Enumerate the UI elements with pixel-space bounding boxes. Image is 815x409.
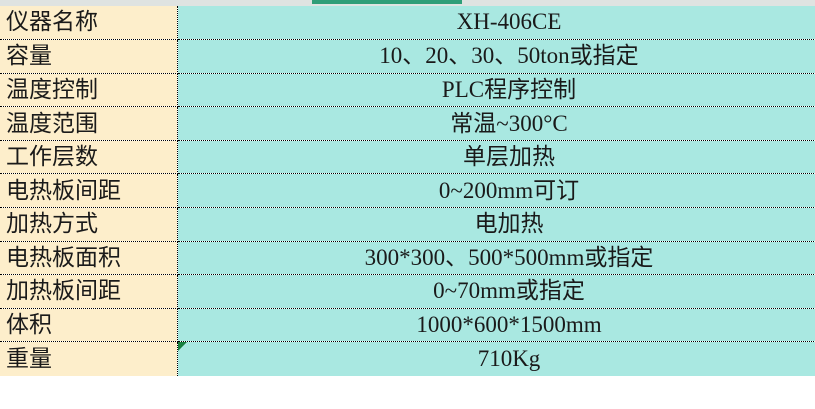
table-row: 工作层数 单层加热 <box>0 140 815 175</box>
spec-value-text: 1000*600*1500mm <box>416 312 602 338</box>
spec-value-text: 0~200mm可订 <box>438 177 580 203</box>
spec-label-cell: 温度控制 <box>0 73 178 108</box>
spec-value-cell: 单层加热 <box>177 140 815 175</box>
spec-value-cell: 0~200mm可订 <box>177 173 815 209</box>
spec-label-cell: 工作层数 <box>0 140 178 175</box>
spec-value-text: 300*300、500*500mm或指定 <box>364 244 654 270</box>
spec-value-cell: 710Kg <box>177 341 815 376</box>
spec-value-text: 10、20、30、50ton或指定 <box>379 43 639 69</box>
spec-value-cell: XH-406CE <box>177 6 815 41</box>
table-row: 容量 10、20、30、50ton或指定 <box>0 39 815 74</box>
table-row: 电热板间距 0~200mm可订 <box>0 173 815 209</box>
spec-label-cell: 仪器名称 <box>0 6 178 41</box>
specification-table-body: 仪器名称 XH-406CE 容量 10、20、30、50ton或指定温度控制 PLC程序… <box>0 6 815 376</box>
spec-value-text: 常温~300°C <box>450 110 568 136</box>
spec-label-cell: 体积 <box>0 308 178 343</box>
comment-marker-icon <box>178 342 187 352</box>
table-row: 温度控制 PLC程序控制 <box>0 73 815 108</box>
table-row: 加热板间距 0~70mm或指定 <box>0 274 815 309</box>
spec-label-cell: 电热板面积 <box>0 241 178 276</box>
spec-value-text: 单层加热 <box>463 144 555 170</box>
green-accent-bar <box>312 0 462 4</box>
spec-label-cell: 加热方式 <box>0 207 178 242</box>
table-row: 温度范围 常温~300°C <box>0 106 815 141</box>
table-row: 加热方式 电加热 <box>0 207 815 242</box>
spec-value-cell: 电加热 <box>177 207 815 242</box>
spec-value-text: 0~70mm或指定 <box>433 278 585 304</box>
table-row: 体积 1000*600*1500mm <box>0 308 815 343</box>
spec-value-cell: 0~70mm或指定 <box>177 274 815 309</box>
table-row: 电热板面积 300*300、500*500mm或指定 <box>0 241 815 276</box>
spec-label-cell: 温度范围 <box>0 106 178 141</box>
spec-value-text: 电加热 <box>474 211 544 237</box>
spec-label-cell: 电热板间距 <box>0 173 178 209</box>
spec-value-cell: 常温~300°C <box>177 106 815 141</box>
spec-value-text: 710Kg <box>477 345 541 371</box>
spec-value-cell: 300*300、500*500mm或指定 <box>177 241 815 276</box>
spec-label-cell: 重量 <box>0 341 178 376</box>
table-row: 仪器名称 XH-406CE <box>0 6 815 41</box>
spec-value-cell: 1000*600*1500mm <box>177 308 815 343</box>
table-row: 重量 710Kg <box>0 341 815 376</box>
spec-value-cell: 10、20、30、50ton或指定 <box>177 39 815 74</box>
spec-label-cell: 加热板间距 <box>0 274 178 309</box>
specification-table: 仪器名称 XH-406CE 容量 10、20、30、50ton或指定温度控制 PLC程序… <box>0 6 815 376</box>
spec-value-text: XH-406CE <box>456 9 562 35</box>
spec-value-text: PLC程序控制 <box>441 76 577 102</box>
spec-label-cell: 容量 <box>0 39 178 74</box>
spec-value-cell: PLC程序控制 <box>177 73 815 108</box>
